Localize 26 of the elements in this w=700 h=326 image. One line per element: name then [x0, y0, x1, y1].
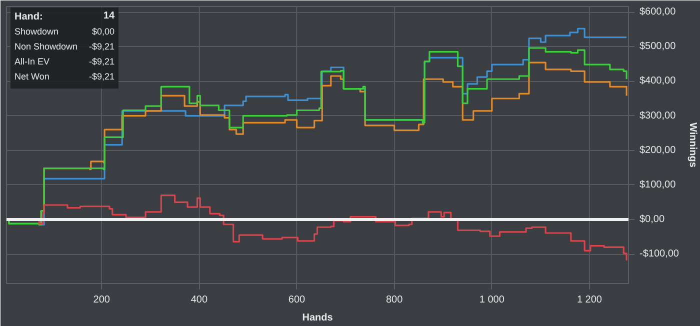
- y-tick-label: $0,00: [640, 214, 665, 226]
- y-axis-title: Winnings: [686, 122, 698, 168]
- y-tick-label: $500,00: [640, 41, 676, 52]
- y-tick-label: $200,00: [640, 144, 676, 156]
- y-tick-label: $100,00: [640, 179, 676, 190]
- annotation: -$9,21: [88, 72, 115, 82]
- y-tick-label: -$100,00: [640, 248, 680, 260]
- annotation: Non Showdown: [14, 42, 78, 52]
- y-tick-label: $600,00: [640, 6, 676, 18]
- x-tick-label: 1 200: [576, 294, 602, 306]
- x-tick-label: 1 000: [479, 294, 505, 306]
- annotation: -$9,21: [88, 56, 115, 66]
- annotation: -$9,21: [88, 42, 115, 52]
- annotation: Net Won: [14, 72, 50, 82]
- annotation: Hand:: [14, 12, 43, 22]
- y-tick-label: $400,00: [640, 76, 676, 87]
- annotation: Showdown: [14, 26, 59, 36]
- x-tick-label: 200: [93, 294, 110, 306]
- y-tick-label: $300,00: [640, 110, 676, 122]
- annotation: 14: [103, 10, 115, 22]
- x-tick-label: 600: [288, 294, 306, 306]
- annotation: $0,00: [92, 26, 115, 36]
- annotation: All-In EV: [14, 56, 50, 66]
- x-tick-label: 800: [386, 294, 404, 306]
- x-axis-title: Hands: [302, 312, 334, 324]
- x-tick-label: 400: [190, 294, 208, 306]
